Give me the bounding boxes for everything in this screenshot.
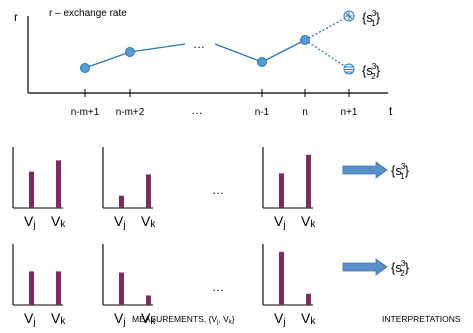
vk-label: Vk xyxy=(141,310,156,327)
branch-down xyxy=(304,39,350,70)
vk-label: Vk xyxy=(51,310,66,327)
vj-label: Vj xyxy=(24,213,36,231)
vk-label: Vk xyxy=(51,213,66,230)
timeline-legend: r – exchange rate xyxy=(49,8,127,19)
future-point-lower xyxy=(343,63,355,75)
bar-vj xyxy=(279,251,284,305)
vj-label: Vj xyxy=(114,213,126,231)
interpretations-caption: INTERPRETATIONS xyxy=(382,314,461,324)
rate-point-1 xyxy=(80,63,90,73)
vk-label: Vk xyxy=(301,213,316,230)
rate-line xyxy=(84,43,186,69)
measurements-caption: MEASUREMENTS, {Vj, Vk} xyxy=(132,314,235,326)
state-label-upper: {s3 1} xyxy=(362,9,381,28)
tick-label-5: n xyxy=(302,107,308,118)
bar-vj xyxy=(119,195,124,208)
bar-vj xyxy=(279,173,284,208)
histogram-panel-r1-p3: Vj Vk xyxy=(262,147,316,231)
histogram-panel-r1-p2: Vj Vk xyxy=(102,147,156,231)
histogram-grid: Vj Vk Vj Vk Vj Vk … {s3 1} Vj Vk Vj Vk Vj Vk … {s3 2} xyxy=(12,147,410,328)
vj-label: Vj xyxy=(114,310,126,328)
histogram-panel-r2-p2: Vj Vk xyxy=(102,244,156,328)
histogram-panel-r1-p1: Vj Vk xyxy=(12,147,66,231)
rate-point-4 xyxy=(257,57,267,67)
future-point-upper xyxy=(343,10,355,22)
branch-up xyxy=(304,15,350,41)
rate-point-5 xyxy=(300,35,310,45)
vj-label: Vj xyxy=(274,213,286,231)
interpretation-arrow xyxy=(342,161,388,179)
bar-vk xyxy=(306,154,311,208)
tick-label-2: n-m+2 xyxy=(116,107,145,118)
interpretation-label: {s3 2} xyxy=(391,259,410,278)
interpretation-arrow xyxy=(342,258,388,276)
histogram-panel-r2-p3: Vj Vk xyxy=(262,244,316,328)
panel-ellipsis: … xyxy=(212,183,224,197)
vj-label: Vj xyxy=(24,310,36,328)
tick-label-ellipsis: … xyxy=(191,103,203,117)
interpretation-label: {s3 1} xyxy=(391,162,410,181)
tick-label-4: n-1 xyxy=(255,107,270,118)
tick-label-1: n-m+1 xyxy=(71,107,100,118)
timeline-chart: r t r – exchange rate n-m+1 n-m+2 … n-1 … xyxy=(14,8,393,118)
panel-ellipsis: … xyxy=(212,280,224,294)
bar-vk xyxy=(306,293,311,305)
vj-label: Vj xyxy=(274,310,286,328)
bar-vk xyxy=(146,174,151,208)
rate-point-2 xyxy=(125,47,135,57)
rate-line-ellipsis: … xyxy=(193,37,205,51)
tick-label-6: n+1 xyxy=(341,107,358,118)
bar-vj xyxy=(29,171,34,208)
bar-vk xyxy=(146,295,151,305)
bar-vk xyxy=(56,271,61,305)
bar-vk xyxy=(56,160,61,208)
vk-label: Vk xyxy=(141,213,156,230)
bar-vj xyxy=(119,272,124,305)
timeline-x-axis-label: t xyxy=(389,104,393,118)
bar-vj xyxy=(29,271,34,305)
histogram-panel-r2-p1: Vj Vk xyxy=(12,244,66,328)
timeline-y-axis-label: r xyxy=(14,10,18,24)
state-label-lower: {s3 2} xyxy=(362,62,381,81)
vk-label: Vk xyxy=(301,310,316,327)
